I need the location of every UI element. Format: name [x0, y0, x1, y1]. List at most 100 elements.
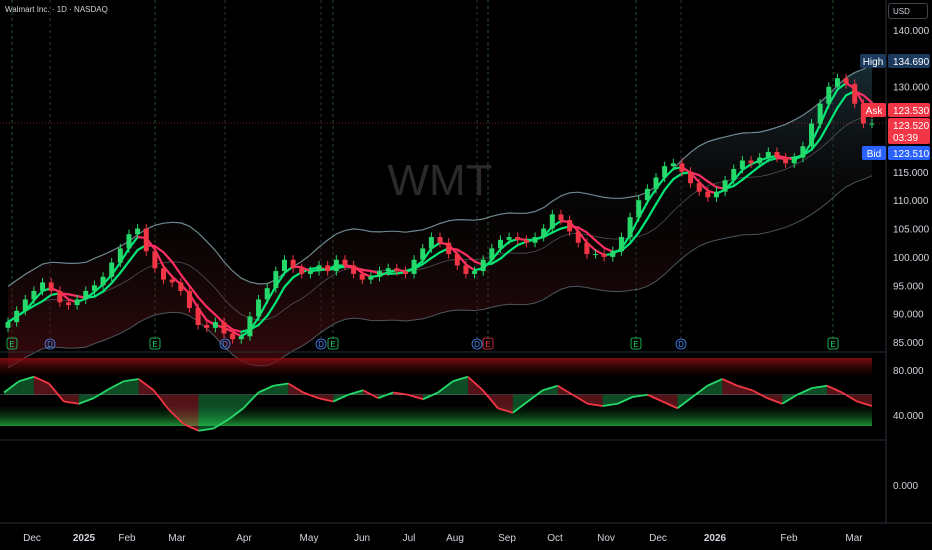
- slow-ma-segment: [663, 178, 675, 192]
- candle-body: [549, 214, 555, 229]
- oscillator-line: [33, 375, 50, 385]
- time-scale[interactable]: Dec 2025 Feb Mar Apr May Jun Jul Aug Sep Oct Nov Dec…: [23, 533, 863, 544]
- time-tick-label: Feb: [118, 533, 136, 544]
- symbol-title[interactable]: Walmart Inc. · 1D · NASDAQ: [5, 5, 108, 14]
- candle-body: [247, 316, 253, 337]
- candle-body: [653, 177, 659, 189]
- fast-ma-segment: [162, 265, 174, 278]
- price-tick-label: 105.000: [893, 225, 930, 236]
- slow-ma-segment: [646, 203, 658, 221]
- oscillator-line: [707, 378, 723, 387]
- high-price-tag: High 134.690: [860, 54, 930, 68]
- dividend-event-icon[interactable]: [675, 338, 687, 350]
- time-tick-label: Aug: [446, 533, 464, 544]
- oscillator-line: [662, 400, 678, 410]
- slow-ma-segment: [827, 106, 839, 125]
- price-tick-label: 115.000: [893, 168, 929, 179]
- slow-ma-segment: [32, 300, 44, 307]
- candle-body: [65, 302, 71, 306]
- oscillator-line: [452, 375, 469, 383]
- slow-ma-segment: [93, 290, 105, 298]
- dividend-event-icon[interactable]: [315, 338, 327, 350]
- candle-body: [446, 242, 452, 255]
- candle-body: [333, 259, 339, 272]
- oscillator-line: [78, 397, 95, 405]
- candle-body: [152, 251, 158, 269]
- candle-body: [368, 276, 374, 280]
- oscillator-scale[interactable]: 80.000 40.000 0.000: [893, 366, 924, 492]
- candle-body: [852, 83, 858, 104]
- slow-ma-segment: [749, 165, 761, 175]
- envelope-fill: [8, 64, 872, 369]
- candle-body: [402, 271, 408, 274]
- oscillator-fill: [542, 385, 558, 395]
- candle-body: [135, 228, 141, 235]
- candle-body: [515, 237, 521, 240]
- candle-body: [22, 299, 28, 311]
- slow-ma-segment: [628, 231, 640, 245]
- price-tick-label: 85.000: [893, 338, 924, 349]
- earnings-event-icon[interactable]: [149, 337, 161, 350]
- oscillator-line: [647, 393, 663, 403]
- slow-ma-segment: [456, 248, 468, 256]
- oscillator-line: [407, 393, 424, 401]
- candle-body: [593, 254, 599, 256]
- oscillator-fill: [183, 394, 199, 431]
- currency-selector[interactable]: USD: [888, 3, 928, 19]
- oscillator-line: [467, 376, 484, 391]
- candle-body: [100, 276, 106, 286]
- price-tick-label: 95.000: [893, 281, 924, 292]
- slow-ma-segment: [499, 250, 511, 260]
- oscillator-line: [242, 391, 260, 409]
- time-tick-label: 2026: [704, 533, 727, 544]
- candle-body: [722, 180, 728, 192]
- earnings-event-icon[interactable]: [630, 337, 642, 350]
- dividend-event-icon[interactable]: [219, 338, 231, 350]
- candle-body: [834, 78, 840, 87]
- candle-body: [454, 254, 460, 266]
- candle-body: [713, 191, 719, 198]
- slow-ma-segment: [508, 243, 519, 253]
- slow-ma-segment: [257, 314, 269, 327]
- oscillator-line: [138, 378, 155, 391]
- oscillator-line: [392, 391, 409, 396]
- slow-ma-segment: [214, 313, 226, 325]
- dividend-event-icon[interactable]: [44, 338, 56, 350]
- earnings-event-icon[interactable]: [327, 337, 339, 350]
- price-scale[interactable]: 140.000 130.000 115.000 110.000 105.000 100.0…: [893, 26, 930, 349]
- candle-body: [325, 265, 331, 272]
- price-tick-label: 140.000: [893, 26, 930, 37]
- slow-ma-segment: [464, 253, 476, 263]
- candle-body: [126, 234, 132, 249]
- candle-body: [169, 279, 175, 283]
- fast-ma-segment: [836, 81, 848, 91]
- oscillator-fill: [18, 376, 34, 395]
- price-tick-label: 100.000: [893, 253, 930, 264]
- dividend-event-icon[interactable]: [471, 338, 483, 350]
- bid-price-tag: Bid 123.510: [862, 146, 930, 160]
- oscillator-line: [766, 397, 783, 405]
- oscillator-fill: [737, 385, 753, 395]
- slow-ma-segment: [637, 217, 649, 234]
- earnings-event-icon[interactable]: [482, 337, 494, 350]
- earnings-event-icon[interactable]: [827, 337, 839, 350]
- slow-ma-segment: [231, 328, 243, 333]
- slow-ma-segment: [162, 251, 174, 264]
- earnings-event-icon[interactable]: [6, 337, 18, 350]
- oscillator-fill: [108, 381, 124, 395]
- candle-body: [40, 282, 46, 291]
- slow-ma-segment: [706, 180, 718, 189]
- candle-body: [385, 268, 391, 272]
- time-tick-label: 2025: [73, 533, 96, 544]
- oscillator-fill: [602, 394, 618, 406]
- candle-body: [351, 265, 357, 274]
- time-tick-label: Nov: [597, 533, 615, 544]
- event-marker-label: D: [318, 340, 324, 349]
- event-marker-label: E: [9, 340, 14, 349]
- oscillator-fill: [497, 394, 513, 413]
- oscillator-line: [152, 389, 170, 410]
- candle-body: [428, 237, 434, 249]
- ask-label: Ask: [866, 106, 884, 117]
- oscillator-line: [617, 396, 633, 405]
